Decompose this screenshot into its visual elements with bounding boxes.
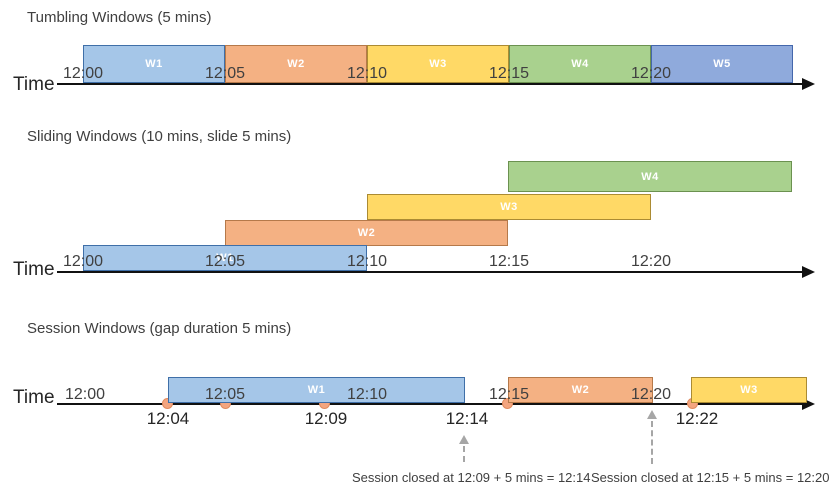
tumbling-time-axis-label: Time bbox=[13, 74, 55, 95]
session-title: Session Windows (gap duration 5 mins) bbox=[27, 320, 292, 337]
window-label: W3 bbox=[500, 201, 518, 213]
event-time-label-1222: 12:22 bbox=[675, 409, 719, 428]
sliding-title: Sliding Windows (10 mins, slide 5 mins) bbox=[27, 128, 292, 145]
tumbling-window-w2: W2 bbox=[225, 45, 367, 83]
sliding-time-axis bbox=[57, 271, 805, 273]
sliding-time-axis-label: Time bbox=[13, 259, 55, 280]
session-window-w2: W2 bbox=[508, 377, 653, 403]
window-label: W1 bbox=[307, 384, 326, 396]
sliding-tick-1220: 12:20 bbox=[630, 253, 672, 270]
sliding-tick-1200: 12:00 bbox=[62, 253, 104, 270]
session-tick-1215: 12:15 bbox=[488, 386, 530, 403]
tumbling-window-w4: W4 bbox=[509, 45, 651, 83]
window-label: W1 bbox=[145, 58, 163, 70]
window-label: W2 bbox=[357, 227, 376, 239]
sliding-tick-1210: 12:10 bbox=[346, 253, 388, 270]
session-tick-1205: 12:05 bbox=[204, 386, 246, 403]
sliding-window-w4: W4 bbox=[508, 161, 792, 192]
event-dot-1204 bbox=[162, 398, 173, 409]
sliding-axis-arrowhead-icon bbox=[802, 266, 815, 278]
close-time-label-1214: 12:14 bbox=[445, 409, 489, 428]
tumbling-title: Tumbling Windows (5 mins) bbox=[27, 9, 212, 26]
event-time-label-1204: 12:04 bbox=[146, 409, 190, 428]
session-tick-1220: 12:20 bbox=[630, 386, 672, 403]
session-time-axis-label: Time bbox=[13, 387, 55, 408]
callout-arrow-tail bbox=[463, 446, 465, 462]
window-label: W2 bbox=[571, 384, 590, 396]
session-window-w1: W1 bbox=[168, 377, 465, 403]
sliding-tick-1215: 12:15 bbox=[488, 253, 530, 270]
window-label: W1 bbox=[216, 252, 234, 264]
tumbling-tick-1220: 12:20 bbox=[630, 65, 672, 82]
event-time-label-1209: 12:09 bbox=[304, 409, 348, 428]
session-close-annotation-1: Session closed at 12:09 + 5 mins = 12:14 bbox=[352, 470, 591, 485]
session-tick-1200: 12:00 bbox=[64, 386, 106, 403]
window-label: W2 bbox=[287, 58, 305, 70]
callout-arrow-tail bbox=[651, 421, 653, 464]
tumbling-window-w5: W5 bbox=[651, 45, 793, 83]
tumbling-tick-1210: 12:10 bbox=[346, 65, 388, 82]
session-time-axis bbox=[57, 403, 805, 405]
window-label: W3 bbox=[740, 384, 758, 396]
tumbling-axis-arrowhead-icon bbox=[802, 78, 815, 90]
window-label: W3 bbox=[429, 58, 447, 70]
session-close-annotation-2: Session closed at 12:15 + 5 mins = 12:20 bbox=[591, 470, 829, 485]
window-label: W4 bbox=[641, 170, 659, 183]
tumbling-window-w1: W1 bbox=[83, 45, 225, 83]
tumbling-tick-1200: 12:00 bbox=[62, 65, 104, 82]
tumbling-time-axis bbox=[57, 83, 805, 85]
sliding-tick-1205: 12:05 bbox=[204, 253, 246, 270]
window-label: W4 bbox=[571, 58, 589, 70]
session-window-w3: W3 bbox=[691, 377, 807, 403]
tumbling-window-w3: W3 bbox=[367, 45, 509, 83]
tumbling-tick-1215: 12:15 bbox=[488, 65, 530, 82]
sliding-window-w2: W2 bbox=[225, 220, 508, 246]
window-label: W5 bbox=[713, 58, 731, 70]
tumbling-tick-1205: 12:05 bbox=[204, 65, 246, 82]
sliding-window-w1: W1 bbox=[83, 245, 367, 271]
callout-arrow-up-icon bbox=[459, 435, 469, 444]
sliding-window-w3: W3 bbox=[367, 194, 651, 220]
event-dot-1215 bbox=[502, 398, 513, 409]
callout-arrow-up-icon bbox=[647, 410, 657, 419]
session-tick-1210: 12:10 bbox=[346, 386, 388, 403]
